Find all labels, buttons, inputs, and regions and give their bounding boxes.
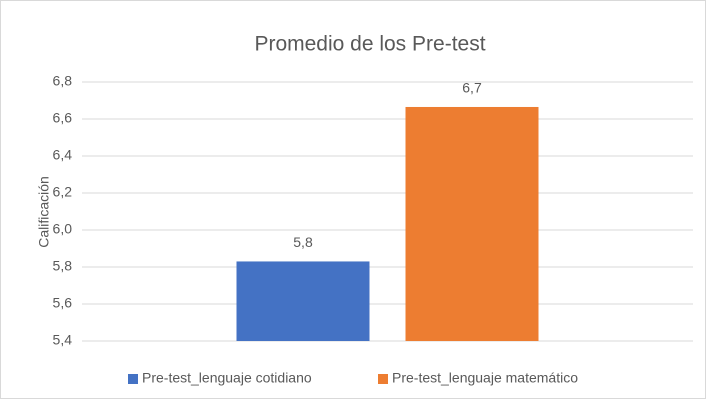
chart-title: Promedio de los Pre-test <box>254 33 485 56</box>
data-label: 5,8 <box>293 234 313 250</box>
y-tick-label: 6,4 <box>53 147 73 163</box>
y-tick-label: 6,2 <box>53 184 73 200</box>
y-tick-label: 5,8 <box>53 258 73 274</box>
y-tick-label: 5,4 <box>53 332 73 348</box>
bar <box>405 106 539 341</box>
y-tick-label: 6,0 <box>53 221 73 237</box>
y-axis-label: Calificación <box>36 176 52 248</box>
y-tick-label: 6,8 <box>53 73 73 89</box>
legend-swatch <box>128 374 138 384</box>
legend-label: Pre-test_lenguaje matemático <box>392 370 578 386</box>
data-label: 6,7 <box>462 80 482 96</box>
y-tick-label: 6,6 <box>53 110 73 126</box>
bar <box>236 261 370 341</box>
legend-swatch <box>378 374 388 384</box>
legend-label: Pre-test_lenguaje cotidiano <box>142 370 312 386</box>
y-tick-label: 5,6 <box>53 295 73 311</box>
